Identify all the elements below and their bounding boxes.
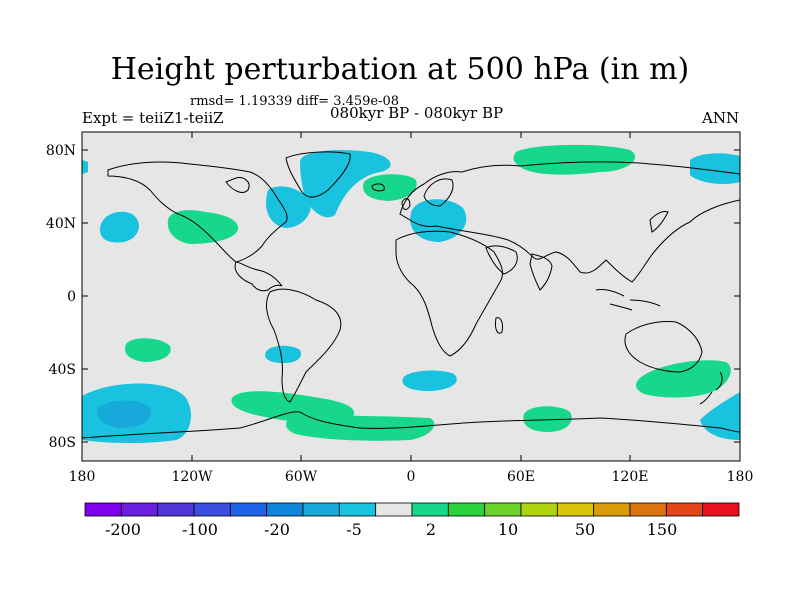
lat-label: 40S: [49, 362, 76, 378]
coast-australia: [624, 321, 703, 373]
colorbar-swatch: [411, 502, 449, 517]
coast-south-america: [266, 288, 342, 403]
coast-arabia: [485, 245, 518, 275]
anomaly-south-pacific-pos: [124, 338, 171, 362]
coast-greenland: [285, 151, 351, 198]
colorbar-labels: -200 -100 -20 -5 2 10 50 150: [105, 520, 677, 539]
coast-new-zealand: [699, 371, 723, 405]
anomaly-south-pacific-core: [97, 400, 152, 428]
colorbar-swatch: [447, 502, 486, 517]
colorbar-swatch: [593, 502, 631, 517]
coast-uk: [401, 198, 411, 210]
lat-label: 0: [67, 289, 76, 305]
anomaly-pacific-north-neg: [100, 211, 139, 243]
lon-label: 180: [727, 469, 754, 485]
anomaly-arctic-east-neg: [690, 153, 740, 184]
colorbar-swatch: [520, 502, 558, 517]
colorbar-swatch: [665, 502, 704, 517]
colorbar-swatch: [629, 502, 667, 517]
coast-india: [529, 253, 553, 291]
coast-scandinavia: [423, 178, 454, 207]
colorbar-label: -100: [182, 520, 218, 539]
coast-hudson-bay: [225, 177, 250, 193]
colorbar-label: 10: [498, 520, 518, 539]
lat-labels: 80N 40N 0 40S 80S: [46, 143, 76, 451]
colorbar-swatch: [120, 502, 159, 517]
colorbar-swatch: [84, 502, 122, 517]
map-title: Height perturbation at 500 hPa (in m): [110, 52, 690, 87]
colorbar-swatch: [484, 502, 522, 517]
colorbar-swatch: [702, 502, 740, 517]
period-label: 080kyr BP - 080kyr BP: [330, 104, 504, 122]
season-label: ANN: [702, 109, 740, 127]
anomaly-ross-neg: [700, 392, 740, 440]
coast-japan: [649, 211, 669, 233]
anomaly-greenland-neg: [300, 150, 391, 218]
coast-iceland: [371, 183, 385, 192]
colorbar-swatch: [193, 502, 231, 517]
colorbar-label: 150: [647, 520, 678, 539]
lon-label: 60E: [507, 469, 535, 485]
colorbar-label: -20: [264, 520, 290, 539]
colorbar-swatch: [229, 502, 268, 517]
anomaly-drake-pos: [231, 391, 355, 423]
anomaly-north-atlantic-pos: [363, 174, 417, 201]
colorbar-swatch: [302, 502, 340, 517]
colorbar-label: -5: [346, 520, 362, 539]
colorbar-label: -200: [105, 520, 141, 539]
lat-label: 40N: [46, 216, 76, 232]
colorbar-label: 50: [575, 520, 595, 539]
coast-antarctica: [82, 411, 740, 439]
anomaly-na-pos: [167, 210, 239, 244]
anomaly-sa-neg: [265, 345, 302, 364]
colorbar-swatch: [338, 502, 377, 517]
lon-label: 60W: [285, 469, 318, 485]
anomaly-arctic-west-neg: [82, 160, 88, 174]
colorbar-swatch: [157, 502, 195, 517]
lat-label: 80S: [49, 435, 76, 451]
colorbar-swatch: [556, 502, 595, 517]
anomaly-south-atlantic-neg: [402, 370, 457, 391]
colorbar-swatch: [266, 502, 304, 517]
colorbar-label: 2: [426, 520, 436, 539]
coastlines: [82, 151, 740, 439]
coast-madagascar: [495, 317, 503, 334]
coast-indonesia: [595, 289, 661, 311]
lon-label: 120E: [612, 469, 649, 485]
lon-label: 180: [69, 469, 96, 485]
lon-labels: 180 120W 60W 0 60E 120E 180: [69, 469, 754, 485]
coast-north-america: [107, 161, 288, 292]
stats-text: rmsd= 1.19339 diff= 3.459e-08: [190, 94, 400, 109]
colorbar: [84, 502, 740, 517]
colorbar-swatch: [375, 502, 413, 517]
lon-label: 120W: [171, 469, 213, 485]
lat-label: 80N: [46, 143, 76, 159]
coast-africa: [395, 230, 503, 357]
coast-eurasia: [399, 161, 740, 283]
experiment-label: Expt = teiiZ1-teiiZ: [82, 109, 224, 127]
anomaly-indian-pos: [523, 406, 572, 432]
anomaly-na-east-neg: [265, 186, 311, 228]
lon-label: 0: [407, 469, 416, 485]
anomaly-arctic-pos: [513, 144, 636, 175]
axis-ticks: [81, 132, 741, 461]
